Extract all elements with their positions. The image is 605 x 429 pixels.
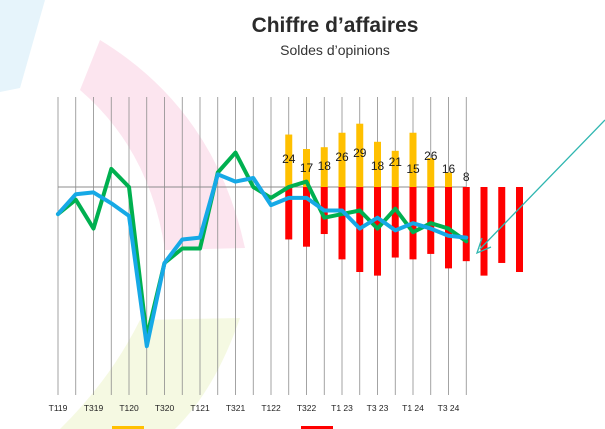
x-tick-label: T122 <box>261 403 281 413</box>
line-series-blue <box>56 172 469 349</box>
bar <box>374 141 381 187</box>
data-label: 16 <box>442 162 456 176</box>
bar <box>374 187 381 276</box>
bar <box>356 123 364 187</box>
bar <box>285 187 293 240</box>
x-tick-label: T1 23 <box>331 403 353 413</box>
bar <box>303 187 310 247</box>
bar <box>516 187 523 273</box>
annotation-arrow <box>479 119 605 250</box>
x-tick-label: T321 <box>226 403 246 413</box>
x-tick-label: T319 <box>84 403 104 413</box>
x-tick-label: T3 24 <box>438 403 460 413</box>
bar <box>462 187 470 262</box>
x-tick-label: T121 <box>190 403 210 413</box>
chart-title: Chiffre d’affaires <box>251 14 419 37</box>
bar <box>391 150 399 187</box>
x-tick-label: T322 <box>297 403 317 413</box>
bar <box>427 187 435 254</box>
x-tick-label: T119 <box>49 403 68 413</box>
data-label: 18 <box>371 159 385 173</box>
bar <box>285 134 293 187</box>
bar <box>338 132 346 187</box>
data-label: 24 <box>282 152 296 166</box>
x-tick-label: T320 <box>155 403 175 413</box>
legend-swatch <box>112 426 144 429</box>
data-label: 21 <box>389 155 403 169</box>
data-label: 8 <box>463 170 470 184</box>
x-tick-label: T3 23 <box>367 403 389 413</box>
bar <box>391 187 399 258</box>
chart-subtitle: Soldes d’opinions <box>280 42 390 58</box>
x-tick-label: T1 24 <box>402 403 424 413</box>
data-label: 29 <box>353 146 367 160</box>
bar <box>480 187 488 276</box>
data-label: 15 <box>406 162 420 176</box>
bar <box>498 187 506 263</box>
bar <box>303 149 310 187</box>
bar <box>409 132 417 187</box>
x-tick-label: T120 <box>119 403 139 413</box>
bar <box>338 187 346 260</box>
data-label: 17 <box>300 161 314 175</box>
line-series-green <box>56 150 469 340</box>
annotation-arrowhead <box>475 237 492 255</box>
decor-arc-pink <box>80 40 245 250</box>
data-label: 18 <box>318 159 332 173</box>
legend-swatch <box>301 426 333 429</box>
bar <box>445 172 452 187</box>
data-label: 26 <box>335 150 349 164</box>
bar <box>427 158 435 187</box>
data-label: 26 <box>424 149 438 163</box>
decor-shape-blue <box>0 0 45 92</box>
bar <box>320 147 328 187</box>
decor-arc-lime <box>60 318 240 429</box>
